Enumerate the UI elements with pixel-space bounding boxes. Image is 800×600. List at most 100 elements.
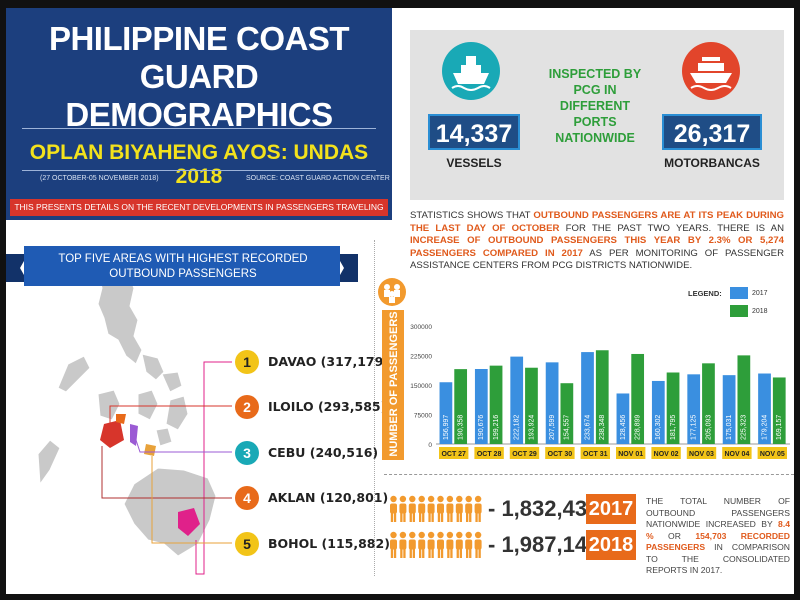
increase-highlight: 8.4 % — [646, 519, 790, 541]
rank-badge: 2 — [235, 395, 259, 419]
areas-banner — [6, 246, 358, 286]
x-tick-badge — [757, 447, 787, 459]
bar-2018 — [454, 369, 468, 444]
bar-value-label: 225,323 — [741, 415, 748, 440]
bar-2017 — [722, 375, 736, 444]
year-badge-2018: 2018 — [586, 530, 636, 560]
y-tick-label: 300000 — [410, 324, 432, 331]
person-icon — [446, 531, 454, 558]
intro-banner: THIS PRESENTS DETAILS ON THE RECENT DEVE… — [10, 199, 388, 229]
bar-value-label: 181,795 — [670, 415, 677, 440]
bar-value-label: 179,204 — [761, 415, 768, 440]
inspected-caption: INSPECTED BY PCG IN DIFFERENT PORTS NATI… — [540, 66, 650, 146]
x-tick-badge — [439, 447, 469, 459]
person-icon — [437, 531, 444, 558]
person-icon — [427, 495, 435, 522]
people-row-2017 — [390, 495, 482, 522]
person-icon — [408, 495, 416, 522]
bar-2018 — [666, 372, 680, 444]
page-title: PHILIPPINE COAST GUARD DEMOGRAPHICS — [6, 20, 392, 134]
area-label-iloilo: ILOILO (293,585) — [268, 399, 387, 414]
inspected-line: PCG IN — [573, 83, 617, 97]
y-tick-label: 0 — [428, 442, 432, 449]
bar-2018 — [525, 367, 538, 444]
frame-bottom — [0, 594, 800, 600]
bar-2018 — [772, 377, 786, 444]
bar-value-label: 190,358 — [457, 415, 464, 440]
person-icon — [465, 495, 473, 522]
boat-icon — [682, 42, 740, 100]
x-tick-badge — [651, 447, 681, 459]
x-tick-badge — [616, 447, 646, 459]
bar-2017 — [439, 382, 453, 444]
stats-text: FOR THE PAST TWO YEARS. THERE IS AN — [559, 222, 785, 234]
inspected-line: PORTS — [573, 115, 617, 129]
person-icon — [390, 531, 397, 558]
bar-2017 — [687, 374, 701, 444]
bar-2017 — [758, 373, 771, 444]
y-tick-label: 225000 — [410, 354, 432, 361]
person-icon — [455, 495, 463, 522]
bar-value-label: 154,557 — [564, 415, 571, 440]
areas-title: TOP FIVE AREAS WITH HIGHEST RECORDED OUT… — [44, 252, 322, 282]
bar-value-label: 128,456 — [620, 415, 627, 440]
motorbancas-count: 26,317 — [662, 114, 762, 150]
inspected-line: INSPECTED BY — [548, 67, 642, 81]
ship-icon — [442, 42, 500, 100]
year-badge-2017: 2017 — [586, 494, 636, 524]
bar-2018 — [489, 365, 503, 444]
person-icon — [437, 495, 444, 522]
people-row-2018 — [390, 531, 482, 558]
area-label-cebu: CEBU (240,516) — [268, 445, 379, 460]
x-tick-badge — [686, 447, 717, 459]
y-tick-label: 75000 — [414, 413, 432, 420]
bar-value-label: 205,093 — [705, 415, 712, 440]
legend-swatch-2018 — [730, 305, 748, 317]
title-divider — [22, 128, 376, 129]
person-icon — [474, 495, 482, 522]
area-label-bohol: BOHOL (115,882) — [268, 536, 390, 551]
x-tick-badge — [474, 447, 504, 459]
bar-2018 — [702, 363, 715, 444]
x-tick-label: OCT 30 — [548, 451, 573, 458]
section-divider — [374, 240, 375, 576]
stats-highlight: INCREASE OF OUTBOUND PASSENGERS THIS YEA… — [410, 235, 784, 259]
increase-paragraph: THE TOTAL NUMBER OF OUTBOUND PASSENGERS … — [646, 496, 790, 577]
person-icon — [455, 531, 463, 558]
person-icon — [390, 495, 397, 522]
inspected-panel: 14,337 VESSELS INSPECTED BY PCG IN DIFFE… — [410, 30, 784, 200]
total-2018: - 1,987,140 — [488, 532, 600, 557]
bar-2017 — [651, 380, 665, 444]
header-panel: PHILIPPINE COAST GUARD DEMOGRAPHICS OPLA… — [6, 8, 392, 229]
source-note: SOURCE: COAST GUARD ACTION CENTER — [246, 175, 390, 182]
rank-badge: 3 — [235, 441, 259, 465]
x-tick-label: OCT 29 — [512, 451, 537, 458]
people-glyph-icon — [384, 284, 400, 303]
y-tick-label: 150000 — [410, 383, 432, 390]
bar-2017 — [474, 369, 488, 444]
person-icon — [427, 531, 435, 558]
stats-text: STATISTICS SHOWS THAT — [410, 210, 534, 221]
bar-value-label: 233,674 — [584, 415, 591, 440]
x-tick-label: NOV 01 — [618, 451, 643, 458]
ylabel-band — [382, 310, 404, 460]
legend-label-2017: 2017 — [752, 290, 768, 297]
subtitle-divider — [22, 170, 376, 171]
bar-2018 — [631, 353, 645, 444]
bar-2017 — [616, 393, 630, 444]
person-icon — [399, 495, 407, 522]
person-icon — [465, 531, 473, 558]
x-tick-label: OCT 28 — [477, 451, 502, 458]
person-icon — [399, 531, 407, 558]
increase-text: OR — [653, 530, 696, 541]
areas-title-line-1: TOP FIVE AREAS WITH HIGHEST RECORDED — [58, 253, 308, 265]
rank-badge: 4 — [235, 486, 259, 510]
bar-value-label: 160,302 — [655, 415, 662, 440]
person-icon — [446, 495, 454, 522]
frame-left — [0, 0, 6, 600]
vessels-count: 14,337 — [428, 114, 520, 150]
stats-text: AS PER MONITORING OF PASSENGER ASSISTANC… — [410, 247, 784, 272]
person-icon — [418, 495, 426, 522]
x-tick-label: NOV 05 — [760, 451, 785, 458]
bar-value-label: 207,599 — [549, 415, 556, 440]
